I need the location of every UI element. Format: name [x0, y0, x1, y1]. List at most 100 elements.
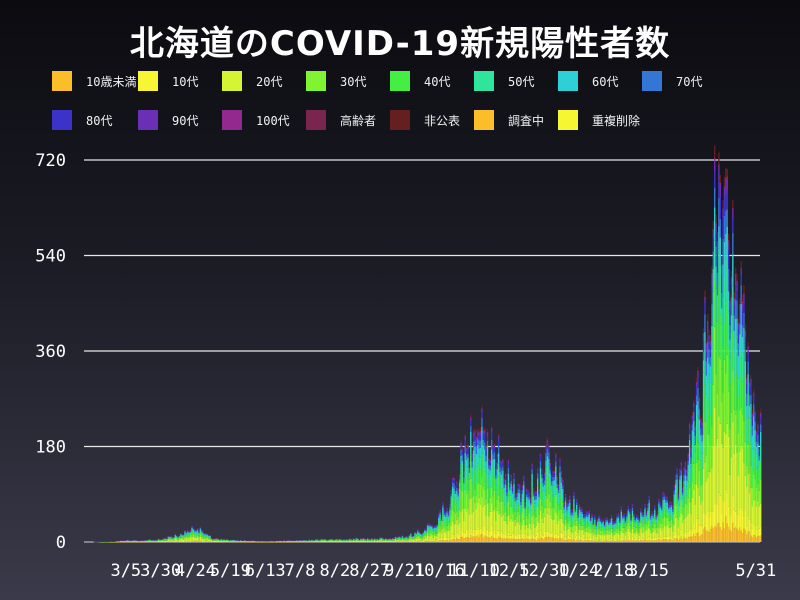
x-tick-label: 9/21	[384, 561, 425, 581]
bar-segment	[440, 516, 443, 518]
bar-segment	[612, 522, 614, 524]
bar-segment	[553, 496, 556, 509]
bar-segment	[521, 483, 524, 486]
bar-segment	[594, 521, 596, 524]
bar-segment	[521, 525, 524, 535]
bar-segment	[316, 541, 319, 542]
x-tick-label: 12/30	[518, 561, 569, 581]
bar-segment	[417, 532, 419, 534]
bar-segment	[582, 525, 585, 530]
bar-segment	[490, 536, 493, 542]
bar-segment	[527, 508, 529, 519]
bar-segment	[467, 443, 469, 446]
bar-segment	[592, 528, 595, 533]
bar-segment	[624, 527, 627, 531]
bar-segment	[567, 499, 570, 501]
bar-segment	[630, 532, 632, 539]
bar-segment	[663, 499, 666, 503]
bar-segment	[516, 523, 518, 535]
bar-segment	[601, 527, 603, 532]
bar-segment	[518, 493, 521, 500]
bar-segment	[663, 502, 666, 509]
bar-segment	[542, 480, 544, 483]
bar-segment	[174, 540, 176, 542]
bar-segment	[477, 463, 479, 484]
bar-segment	[606, 523, 609, 527]
bar-segment	[424, 531, 426, 534]
bar-segment	[201, 538, 203, 541]
bar-segment	[453, 538, 455, 542]
bar-segment	[447, 538, 450, 541]
bar-segment	[573, 493, 575, 496]
bar-segment	[404, 538, 406, 540]
bar-segment	[450, 525, 452, 538]
bar-segment	[500, 469, 503, 475]
bar-segment	[400, 539, 402, 541]
bar-segment	[616, 515, 618, 517]
bar-segment	[619, 541, 621, 542]
bar-segment	[503, 487, 505, 495]
bar-segment	[626, 538, 628, 541]
bar-segment	[627, 506, 629, 507]
bar-segment	[556, 474, 558, 477]
bar-segment	[624, 530, 627, 536]
bar-segment	[460, 455, 462, 464]
bar-segment	[189, 535, 192, 538]
bar-segment	[472, 432, 475, 437]
bar-segment	[633, 517, 635, 520]
bar-segment	[571, 532, 574, 539]
bar-segment	[446, 509, 448, 511]
bar-segment	[589, 533, 592, 539]
bar-segment	[559, 532, 561, 538]
bar-segment	[497, 445, 500, 454]
bar-segment	[188, 536, 190, 540]
bar-segment	[589, 517, 592, 519]
bar-segment	[411, 537, 413, 539]
bar-segment	[647, 510, 649, 515]
bar-segment	[425, 532, 427, 534]
bar-segment	[615, 534, 617, 540]
bar-segment	[461, 460, 464, 467]
bar-segment	[582, 518, 585, 522]
bar-segment	[577, 528, 579, 533]
bar-segment	[514, 539, 517, 542]
bar-segment	[453, 512, 455, 525]
bar-segment	[550, 518, 553, 534]
bar-segment	[209, 539, 211, 542]
bar-segment	[619, 527, 621, 532]
bar-segment	[199, 527, 202, 528]
bar-segment	[470, 528, 472, 535]
bar-segment	[460, 489, 462, 512]
bar-segment	[497, 463, 500, 477]
bar-segment	[617, 514, 620, 517]
legend-label: 10代	[172, 74, 199, 89]
bar-segment	[612, 532, 614, 537]
bar-segment	[536, 496, 539, 508]
bar-segment	[633, 526, 635, 533]
bar-segment	[340, 540, 342, 542]
bar-segment	[226, 540, 228, 542]
bar-segment	[542, 522, 544, 536]
bar-segment	[478, 497, 480, 530]
bar-segment	[634, 523, 636, 528]
bar-segment	[195, 530, 197, 532]
bar-segment	[557, 520, 560, 536]
bar-segment	[517, 481, 519, 484]
bar-segment	[470, 426, 472, 432]
bar-segment	[180, 536, 182, 538]
bar-segment	[626, 525, 628, 532]
bar-segment	[619, 531, 621, 535]
bar-segment	[566, 513, 568, 518]
bar-segment	[532, 539, 535, 542]
bar-segment	[447, 511, 450, 513]
bar-segment	[428, 535, 430, 540]
bar-segment	[655, 537, 657, 541]
bar-segment	[574, 507, 577, 509]
bar-segment	[475, 536, 478, 542]
bar-segment	[358, 541, 360, 542]
bar-segment	[433, 526, 436, 527]
bar-segment	[209, 541, 211, 542]
bar-segment	[562, 533, 564, 539]
bar-segment	[532, 493, 535, 497]
bar-segment	[166, 539, 168, 541]
